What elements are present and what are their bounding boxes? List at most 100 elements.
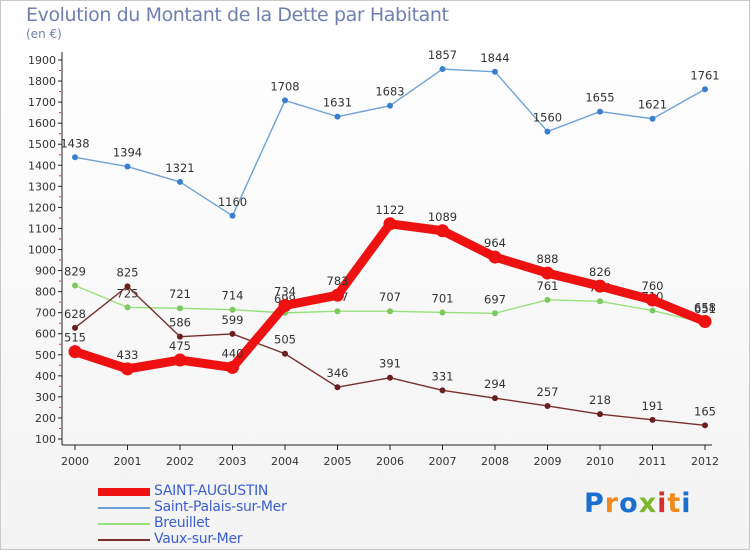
logo-letter: t: [667, 488, 682, 519]
data-label-breuillet: 697: [484, 292, 506, 306]
y-tick-label: 300: [35, 391, 56, 404]
legend-swatch-saint-palais-sur-mer: [98, 507, 150, 509]
legend-swatch-breuillet: [98, 523, 150, 525]
y-tick-label: 900: [35, 265, 56, 278]
data-point-saint-augustin: [541, 266, 554, 280]
data-label-vaux-sur-mer: 294: [484, 377, 506, 391]
data-point-saint-augustin: [488, 250, 502, 264]
data-point-vaux-sur-mer: [124, 283, 131, 290]
data-point-saint-augustin: [226, 360, 239, 374]
data-point-saint-palais-sur-mer: [492, 68, 498, 75]
data-label-breuillet: 651: [694, 302, 716, 316]
data-label-vaux-sur-mer: 218: [589, 393, 611, 407]
chart-title: Evolution du Montant de la Dette par Hab…: [26, 4, 449, 26]
data-point-vaux-sur-mer: [387, 374, 393, 381]
data-point-saint-palais-sur-mer: [124, 163, 131, 170]
data-point-vaux-sur-mer: [544, 402, 551, 409]
legend-label-breuillet: Breuillet: [154, 515, 210, 531]
legend-swatch-saint-augustin: [98, 488, 150, 496]
x-tick-label: 2009: [534, 455, 562, 468]
data-label-saint-palais-sur-mer: 1560: [533, 111, 562, 125]
legend-item-breuillet: Breuillet: [98, 515, 348, 532]
y-tick-label: 1100: [28, 222, 56, 235]
data-point-saint-augustin: [593, 279, 607, 293]
data-point-breuillet: [544, 296, 551, 303]
proxiti-logo: Proxiti: [584, 488, 692, 519]
x-tick-label: 2005: [324, 455, 352, 468]
data-label-vaux-sur-mer: 505: [274, 333, 296, 347]
y-tick-label: 1300: [28, 180, 56, 193]
logo-letter: i: [657, 488, 668, 519]
data-point-saint-augustin: [68, 345, 82, 359]
legend-swatch-vaux-sur-mer: [98, 539, 150, 541]
data-point-saint-augustin: [331, 288, 344, 302]
data-label-saint-palais-sur-mer: 1655: [585, 91, 614, 105]
data-point-saint-augustin: [436, 224, 449, 238]
data-label-saint-palais-sur-mer: 1844: [480, 51, 509, 65]
data-label-breuillet: 829: [64, 265, 86, 279]
x-tick-label: 2012: [691, 455, 719, 468]
data-label-saint-augustin: 964: [484, 236, 506, 250]
logo-letter: i: [681, 488, 692, 519]
data-point-saint-palais-sur-mer: [229, 212, 236, 219]
chart-legend: SAINT-AUGUSTIN Saint-Palais-sur-Mer Breuil…: [98, 483, 348, 548]
data-label-saint-augustin: 760: [642, 279, 664, 293]
x-tick-label: 2000: [61, 455, 89, 468]
data-label-saint-palais-sur-mer: 1708: [270, 79, 299, 93]
data-label-saint-augustin: 783: [327, 274, 349, 288]
y-tick-label: 500: [35, 349, 56, 362]
data-point-breuillet: [387, 308, 393, 315]
y-tick-label: 1800: [28, 75, 56, 88]
data-point-saint-palais-sur-mer: [597, 108, 603, 115]
data-label-saint-palais-sur-mer: 1631: [323, 96, 352, 110]
data-label-saint-augustin: 658: [694, 301, 716, 315]
data-point-saint-palais-sur-mer: [702, 86, 708, 93]
data-label-saint-palais-sur-mer: 1394: [113, 146, 142, 160]
data-label-saint-augustin: 440: [222, 346, 244, 360]
legend-item-saint-augustin: SAINT-AUGUSTIN: [98, 483, 348, 500]
y-tick-label: 200: [35, 412, 56, 425]
logo-letter: P: [584, 488, 605, 519]
data-label-vaux-sur-mer: 257: [537, 385, 559, 399]
y-tick-label: 1600: [28, 117, 56, 130]
y-tick-label: 800: [35, 286, 56, 299]
data-point-saint-palais-sur-mer: [334, 113, 341, 120]
data-point-saint-palais-sur-mer: [282, 97, 288, 104]
data-point-vaux-sur-mer: [282, 350, 288, 357]
data-point-vaux-sur-mer: [229, 330, 236, 337]
data-point-vaux-sur-mer: [597, 411, 603, 418]
data-point-vaux-sur-mer: [439, 387, 446, 394]
data-point-vaux-sur-mer: [72, 324, 78, 331]
y-tick-label: 1200: [28, 201, 56, 214]
y-tick-label: 400: [35, 370, 56, 383]
x-tick-label: 2002: [166, 455, 194, 468]
y-tick-label: 1500: [28, 138, 56, 151]
y-tick-label: 700: [35, 307, 56, 320]
legend-label-saint-augustin: SAINT-AUGUSTIN: [154, 483, 269, 499]
data-point-saint-palais-sur-mer: [439, 66, 446, 73]
data-label-saint-augustin: 475: [169, 339, 191, 353]
data-point-vaux-sur-mer: [649, 416, 656, 423]
data-label-saint-augustin: 734: [274, 285, 296, 299]
data-label-breuillet: 714: [222, 289, 244, 303]
data-point-breuillet: [492, 310, 498, 317]
data-label-saint-augustin: 888: [537, 252, 559, 266]
data-point-saint-augustin: [278, 299, 292, 313]
chart-subtitle: (en €): [26, 27, 62, 41]
data-label-saint-palais-sur-mer: 1621: [638, 98, 667, 112]
x-tick-label: 2001: [114, 455, 142, 468]
data-label-saint-palais-sur-mer: 1857: [428, 48, 457, 62]
x-tick-label: 2007: [429, 455, 457, 468]
data-label-saint-augustin: 826: [589, 265, 611, 279]
data-label-saint-palais-sur-mer: 1321: [165, 161, 194, 175]
legend-label-saint-palais-sur-mer: Saint-Palais-sur-Mer: [154, 499, 287, 515]
x-tick-label: 2011: [639, 455, 667, 468]
data-label-saint-augustin: 1122: [375, 203, 404, 217]
data-point-saint-augustin: [646, 293, 659, 307]
data-point-breuillet: [649, 307, 656, 314]
data-label-saint-augustin: 433: [117, 348, 139, 362]
data-label-breuillet: 721: [169, 287, 191, 301]
y-tick-label: 1900: [28, 54, 56, 67]
data-label-breuillet: 707: [379, 290, 401, 304]
